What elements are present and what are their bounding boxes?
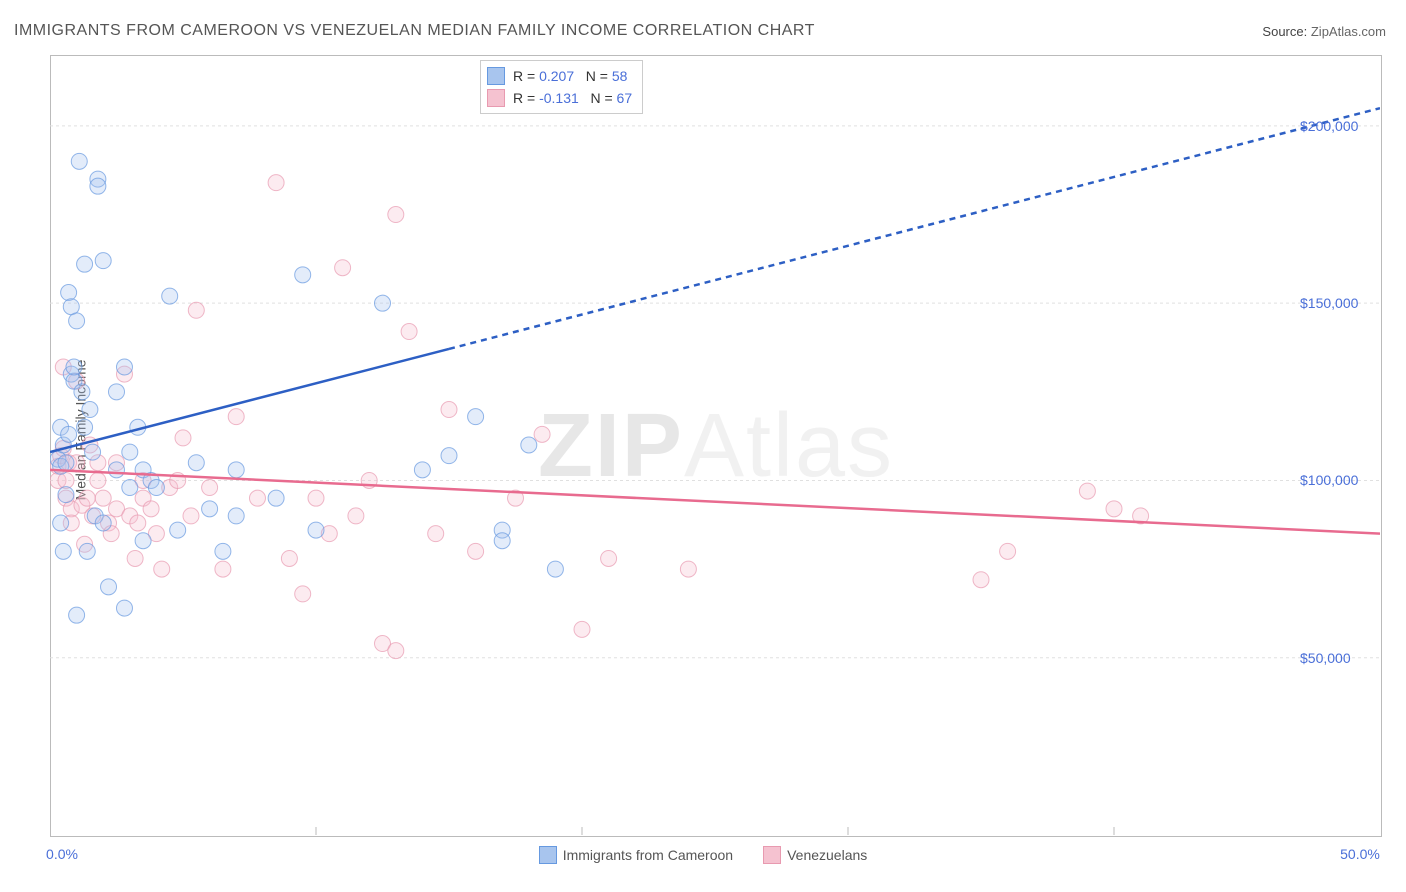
- chart-container: { "title": "IMMIGRANTS FROM CAMEROON VS …: [0, 0, 1406, 892]
- source-attribution: Source: ZipAtlas.com: [1262, 24, 1386, 39]
- plot-area: ZIPAtlas: [50, 55, 1382, 837]
- chart-title: IMMIGRANTS FROM CAMEROON VS VENEZUELAN M…: [14, 22, 815, 40]
- y-tick-0: $50,000: [1300, 650, 1351, 666]
- legend-stats-row-2: R = -0.131 N = 67: [487, 87, 632, 109]
- swatch-series-1-bottom: [539, 846, 557, 864]
- source-label: Source:: [1262, 24, 1307, 39]
- swatch-series-2: [487, 89, 505, 107]
- swatch-series-1: [487, 67, 505, 85]
- legend-stats-row-1: R = 0.207 N = 58: [487, 65, 632, 87]
- y-tick-3: $200,000: [1300, 118, 1358, 134]
- y-tick-2: $150,000: [1300, 295, 1358, 311]
- source-value: ZipAtlas.com: [1311, 24, 1386, 39]
- legend-item-2: Venezuelans: [763, 846, 867, 864]
- legend-stats-box: R = 0.207 N = 58 R = -0.131 N = 67: [480, 60, 643, 114]
- watermark: ZIPAtlas: [51, 56, 1381, 836]
- legend-label-1: Immigrants from Cameroon: [563, 847, 733, 863]
- y-tick-1: $100,000: [1300, 472, 1358, 488]
- legend-item-1: Immigrants from Cameroon: [539, 846, 733, 864]
- swatch-series-2-bottom: [763, 846, 781, 864]
- bottom-legend: Immigrants from Cameroon Venezuelans: [0, 846, 1406, 864]
- legend-label-2: Venezuelans: [787, 847, 867, 863]
